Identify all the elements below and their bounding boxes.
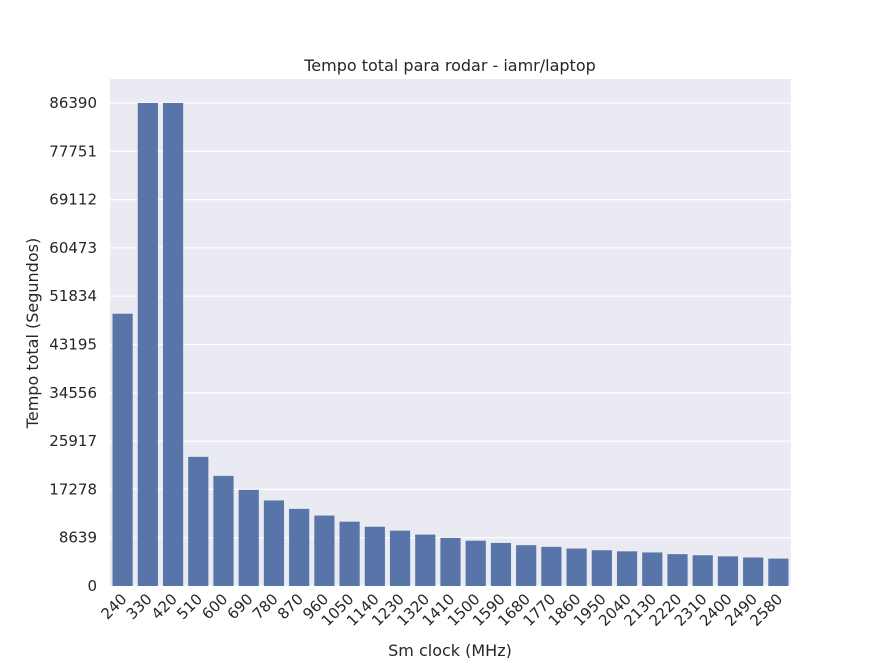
- y-tick-label: 25917: [49, 432, 97, 450]
- y-tick-label: 0: [87, 577, 97, 595]
- bar: [717, 556, 739, 586]
- y-tick-label: 77751: [49, 142, 97, 160]
- y-tick-label: 60473: [49, 239, 97, 257]
- bar: [238, 489, 259, 586]
- chart-title: Tempo total para rodar - iamr/laptop: [303, 56, 596, 75]
- y-tick-label: 43195: [49, 336, 97, 354]
- bar: [692, 555, 713, 586]
- y-tick-label: 8639: [59, 529, 97, 547]
- x-axis-label: Sm clock (MHz): [388, 641, 512, 658]
- bar: [137, 103, 158, 586]
- plot-background: [110, 79, 791, 586]
- bars: [112, 103, 789, 586]
- y-tick-label: 17278: [49, 480, 97, 498]
- bar: [667, 554, 688, 586]
- y-tick-label: 86390: [49, 94, 97, 112]
- bar: [339, 521, 360, 586]
- bar: [188, 456, 209, 586]
- y-tick-label: 34556: [49, 384, 97, 402]
- bar: [112, 313, 133, 586]
- y-axis-label: Tempo total (Segundos): [23, 238, 42, 429]
- bar: [263, 500, 285, 586]
- bar: [389, 530, 411, 586]
- bar: [162, 103, 184, 586]
- bar: [364, 526, 385, 586]
- bar: [415, 534, 436, 586]
- bar: [213, 475, 234, 586]
- bar: [516, 545, 537, 586]
- bar: [616, 551, 638, 586]
- bar: [314, 515, 335, 586]
- bar: [591, 550, 612, 586]
- x-tick-labels: 2403304205106006907808709601050114012301…: [97, 590, 786, 630]
- bar: [465, 540, 486, 586]
- bar: [743, 557, 764, 586]
- y-tick-label: 69112: [49, 191, 97, 209]
- bar: [541, 546, 562, 586]
- y-tick-labels: 0 8639 17278 25917 34556 43195 51834 60473 69112…: [49, 94, 97, 595]
- bar: [289, 508, 310, 586]
- bar: [768, 558, 789, 586]
- bar: [642, 552, 663, 586]
- bar: [490, 542, 512, 586]
- bar: [440, 537, 461, 586]
- bar: [566, 548, 587, 586]
- y-tick-label: 51834: [49, 287, 97, 305]
